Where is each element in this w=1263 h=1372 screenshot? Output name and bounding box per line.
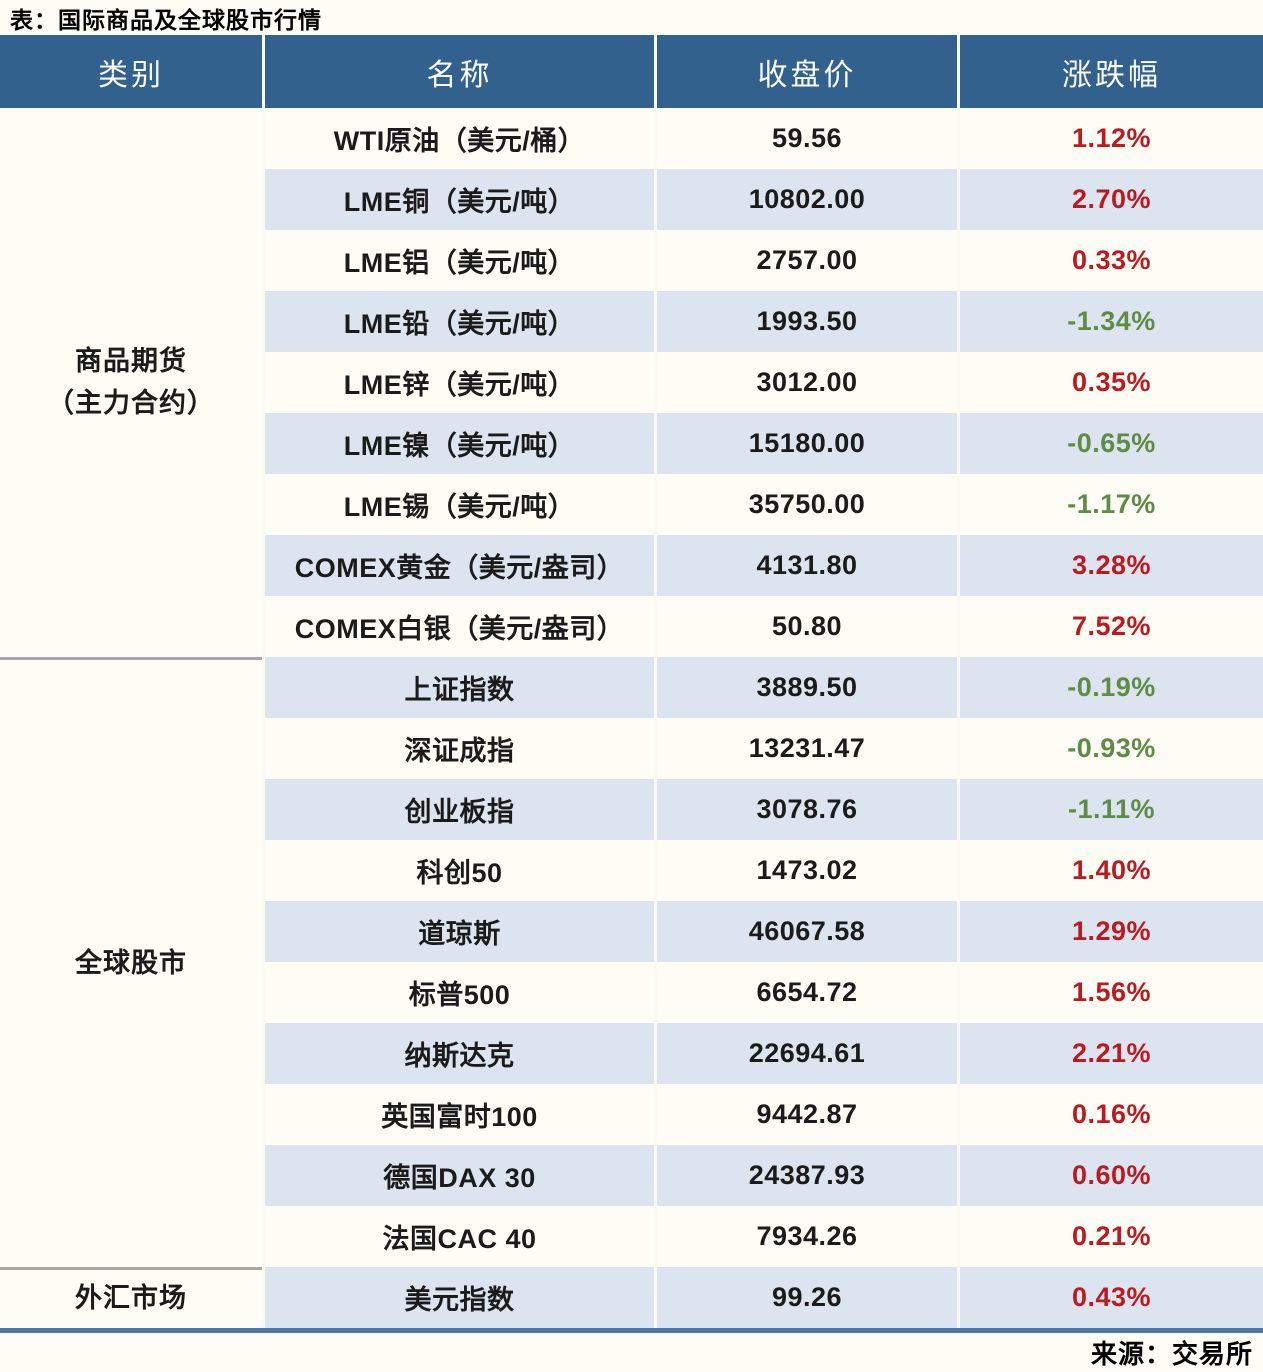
instrument-name: LME铅（美元/吨） [265,291,654,352]
instrument-name: 法国CAC 40 [265,1206,654,1267]
close-price: 13231.47 [657,718,957,779]
close-price: 3078.76 [657,779,957,840]
instrument-name: WTI原油（美元/桶） [265,108,654,169]
close-price: 22694.61 [657,1023,957,1084]
source-note: 来源：交易所 [1090,1339,1253,1369]
instrument-name: 美元指数 [265,1267,654,1328]
change-percent: 1.56% [960,962,1263,1023]
close-price: 9442.87 [657,1084,957,1145]
change-percent: 1.29% [960,901,1263,962]
change-percent: 2.21% [960,1023,1263,1084]
col-header-close: 收盘价 [657,35,957,108]
instrument-name: 道琼斯 [265,901,654,962]
close-price: 7934.26 [657,1206,957,1267]
change-percent: 0.43% [960,1267,1263,1328]
instrument-name: LME锡（美元/吨） [265,474,654,535]
change-percent: -1.11% [960,779,1263,840]
category-label-line: （主力合约） [47,387,215,418]
close-price: 6654.72 [657,962,957,1023]
category-label-line: 商品期货 [75,345,187,376]
instrument-name: 科创50 [265,840,654,901]
change-percent: 0.21% [960,1206,1263,1267]
close-price: 46067.58 [657,901,957,962]
category-cell: 外汇市场 [0,1267,262,1328]
instrument-name: 深证成指 [265,718,654,779]
close-price: 24387.93 [657,1145,957,1206]
instrument-name: 上证指数 [265,657,654,718]
market-table: 类别 名称 收盘价 涨跌幅 商品期货 （主力合约） WTI原油（美元/桶） 59.56… [0,35,1263,1328]
instrument-name: 创业板指 [265,779,654,840]
change-percent: -0.19% [960,657,1263,718]
instrument-name: LME镍（美元/吨） [265,413,654,474]
close-price: 10802.00 [657,169,957,230]
page-title: 表：国际商品及全球股市行情 [10,6,322,33]
close-price: 15180.00 [657,413,957,474]
change-percent: 0.60% [960,1145,1263,1206]
close-price: 3012.00 [657,352,957,413]
change-percent: 2.70% [960,169,1263,230]
instrument-name: 纳斯达克 [265,1023,654,1084]
close-price: 1473.02 [657,840,957,901]
instrument-name: 标普500 [265,962,654,1023]
instrument-name: LME铜（美元/吨） [265,169,654,230]
change-percent: 7.52% [960,596,1263,657]
category-cell: 商品期货 （主力合约） [0,108,262,657]
close-price: 1993.50 [657,291,957,352]
change-percent: 0.33% [960,230,1263,291]
instrument-name: 德国DAX 30 [265,1145,654,1206]
instrument-name: LME铝（美元/吨） [265,230,654,291]
category-label-line: 全球股市 [75,947,187,978]
instrument-name: 英国富时100 [265,1084,654,1145]
change-percent: 3.28% [960,535,1263,596]
close-price: 4131.80 [657,535,957,596]
close-price: 50.80 [657,596,957,657]
change-percent: -1.17% [960,474,1263,535]
instrument-name: COMEX黄金（美元/盎司） [265,535,654,596]
close-price: 59.56 [657,108,957,169]
close-price: 35750.00 [657,474,957,535]
category-label-line: 外汇市场 [75,1283,187,1314]
change-percent: -0.65% [960,413,1263,474]
close-price: 99.26 [657,1267,957,1328]
col-header-change: 涨跌幅 [960,35,1263,108]
col-header-name: 名称 [265,35,654,108]
col-header-category: 类别 [0,35,262,108]
table-bottom-border [0,1328,1263,1333]
change-percent: 1.40% [960,840,1263,901]
instrument-name: LME锌（美元/吨） [265,352,654,413]
change-percent: -0.93% [960,718,1263,779]
change-percent: 1.12% [960,108,1263,169]
change-percent: 0.16% [960,1084,1263,1145]
close-price: 2757.00 [657,230,957,291]
instrument-name: COMEX白银（美元/盎司） [265,596,654,657]
change-percent: -1.34% [960,291,1263,352]
close-price: 3889.50 [657,657,957,718]
category-cell: 全球股市 [0,657,262,1267]
change-percent: 0.35% [960,352,1263,413]
